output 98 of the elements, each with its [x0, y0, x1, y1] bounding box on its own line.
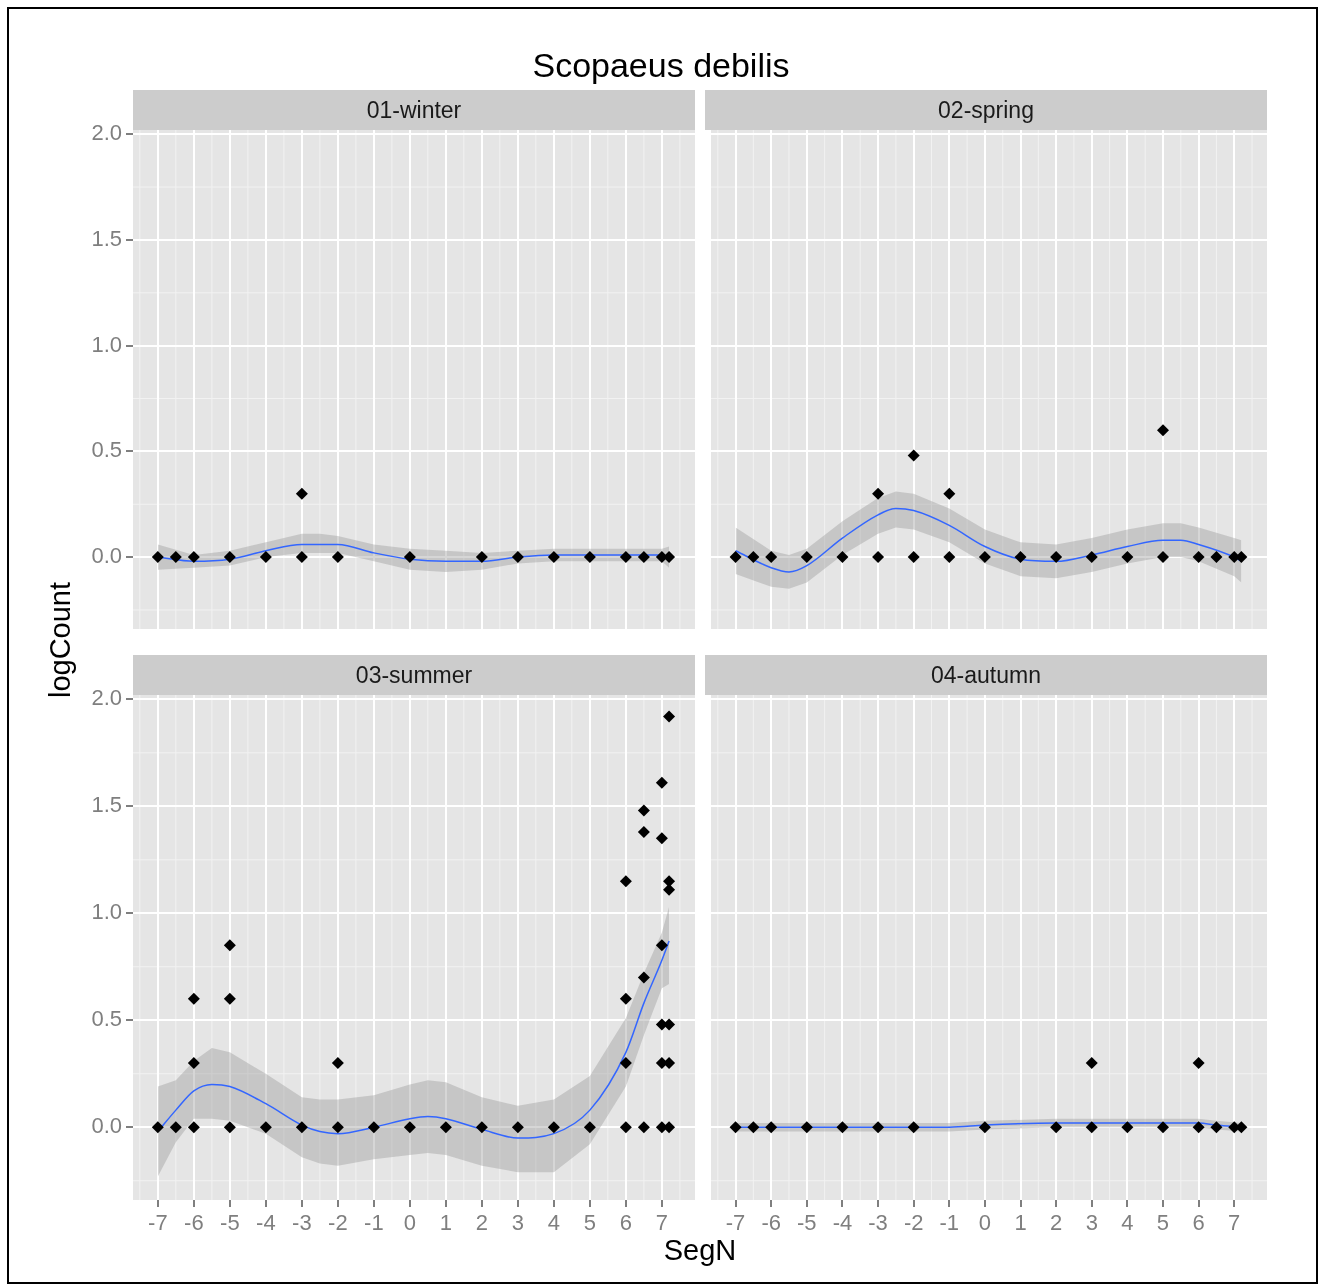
- chart-subtitle: 03-summer: [133, 655, 695, 695]
- x-tick-label: 6: [619, 1210, 632, 1236]
- x-tick-label: 0: [978, 1210, 992, 1236]
- y-tick-label: 1.5: [91, 226, 122, 252]
- point: [619, 1057, 632, 1070]
- x-tick-label: 2: [475, 1210, 488, 1236]
- x-tick-label: 5: [583, 1210, 596, 1236]
- point: [295, 1121, 308, 1134]
- x-tick-label: -1: [364, 1210, 384, 1236]
- point: [747, 551, 760, 564]
- point: [907, 449, 920, 462]
- y-tick-label: 1.0: [91, 331, 122, 357]
- point: [943, 551, 956, 564]
- point: [223, 1121, 236, 1134]
- point: [187, 1121, 200, 1134]
- point: [943, 487, 956, 500]
- x-tick-label: -5: [220, 1210, 240, 1236]
- point: [403, 1121, 416, 1134]
- y-tick-label: 0.0: [91, 543, 122, 569]
- point: [187, 1057, 200, 1070]
- point: [1192, 551, 1205, 564]
- y-tick-label: 0.0: [91, 1113, 122, 1139]
- x-tick-label: 4: [547, 1210, 560, 1236]
- point: [151, 1121, 164, 1134]
- x-tick-label: -2: [328, 1210, 348, 1236]
- x-tick-label: 2: [1050, 1210, 1063, 1236]
- point: [907, 551, 920, 564]
- x-tick-label: 1: [1014, 1210, 1027, 1236]
- point: [223, 939, 236, 952]
- x-tick-label: -4: [256, 1210, 276, 1236]
- point: [1014, 551, 1027, 564]
- x-tick-label: 1: [439, 1210, 452, 1236]
- x-tick-label: 6: [1192, 1210, 1205, 1236]
- x-tick-label: -1: [939, 1210, 960, 1236]
- y-tick-label: 2.0: [91, 120, 122, 146]
- point: [583, 1121, 596, 1134]
- point: [663, 710, 676, 723]
- chart-subtitle: 04-autumn: [705, 655, 1267, 695]
- point: [729, 551, 742, 564]
- y-tick-label: 2.0: [91, 685, 122, 711]
- point: [765, 551, 778, 564]
- point: [637, 825, 650, 838]
- point: [1210, 551, 1223, 564]
- x-tick-label: -6: [184, 1210, 204, 1236]
- point: [872, 551, 885, 564]
- point: [637, 1121, 650, 1134]
- point: [836, 551, 849, 564]
- point: [655, 939, 668, 952]
- y-tick-label: 0.5: [91, 437, 122, 463]
- x-tick-label: -2: [903, 1210, 924, 1236]
- point: [511, 1121, 524, 1134]
- point: [1121, 551, 1134, 564]
- x-tick-label: -3: [292, 1210, 312, 1236]
- x-tick-label: -4: [832, 1210, 853, 1236]
- point: [619, 875, 632, 888]
- chart-title: Scopaeus debilis: [531, 46, 791, 85]
- x-tick-label: -6: [761, 1210, 781, 1236]
- x-tick-label: -3: [868, 1210, 888, 1236]
- point: [1085, 551, 1098, 564]
- point: [439, 1121, 452, 1134]
- chart-subtitle: 01-winter: [133, 90, 695, 130]
- point: [475, 1121, 488, 1134]
- point: [637, 971, 650, 984]
- x-tick-label: 7: [655, 1210, 668, 1236]
- point: [547, 1121, 560, 1134]
- x-tick-label: 0: [403, 1210, 416, 1236]
- chart-subtitle: 02-spring: [705, 90, 1267, 130]
- x-tick-label: 3: [511, 1210, 524, 1236]
- point: [619, 1121, 632, 1134]
- y-tick-label: 0.5: [91, 1006, 122, 1032]
- x-tick-label: -7: [148, 1210, 168, 1236]
- point: [331, 1121, 344, 1134]
- x-tick-label: 3: [1085, 1210, 1098, 1236]
- point: [655, 832, 668, 845]
- y-axis-title: logCount: [43, 580, 77, 701]
- point: [637, 804, 650, 817]
- point: [331, 1057, 344, 1070]
- point: [367, 1121, 380, 1134]
- x-tick-label: 4: [1121, 1210, 1134, 1236]
- point: [1156, 424, 1169, 437]
- point: [187, 992, 200, 1005]
- point: [872, 487, 885, 500]
- point: [1050, 551, 1063, 564]
- point: [169, 1121, 182, 1134]
- point: [800, 551, 813, 564]
- point: [259, 1121, 272, 1134]
- x-tick-label: 5: [1156, 1210, 1170, 1236]
- x-tick-label: 7: [1228, 1210, 1241, 1236]
- point: [619, 992, 632, 1005]
- point: [1156, 551, 1169, 564]
- x-tick-label: -5: [797, 1210, 817, 1236]
- x-axis-title: SegN: [662, 1234, 738, 1267]
- y-tick-label: 1.5: [91, 792, 122, 818]
- y-tick-label: 1.0: [91, 899, 122, 925]
- x-tick-label: -7: [725, 1210, 746, 1236]
- point: [223, 992, 236, 1005]
- point: [655, 776, 668, 789]
- point: [978, 551, 991, 564]
